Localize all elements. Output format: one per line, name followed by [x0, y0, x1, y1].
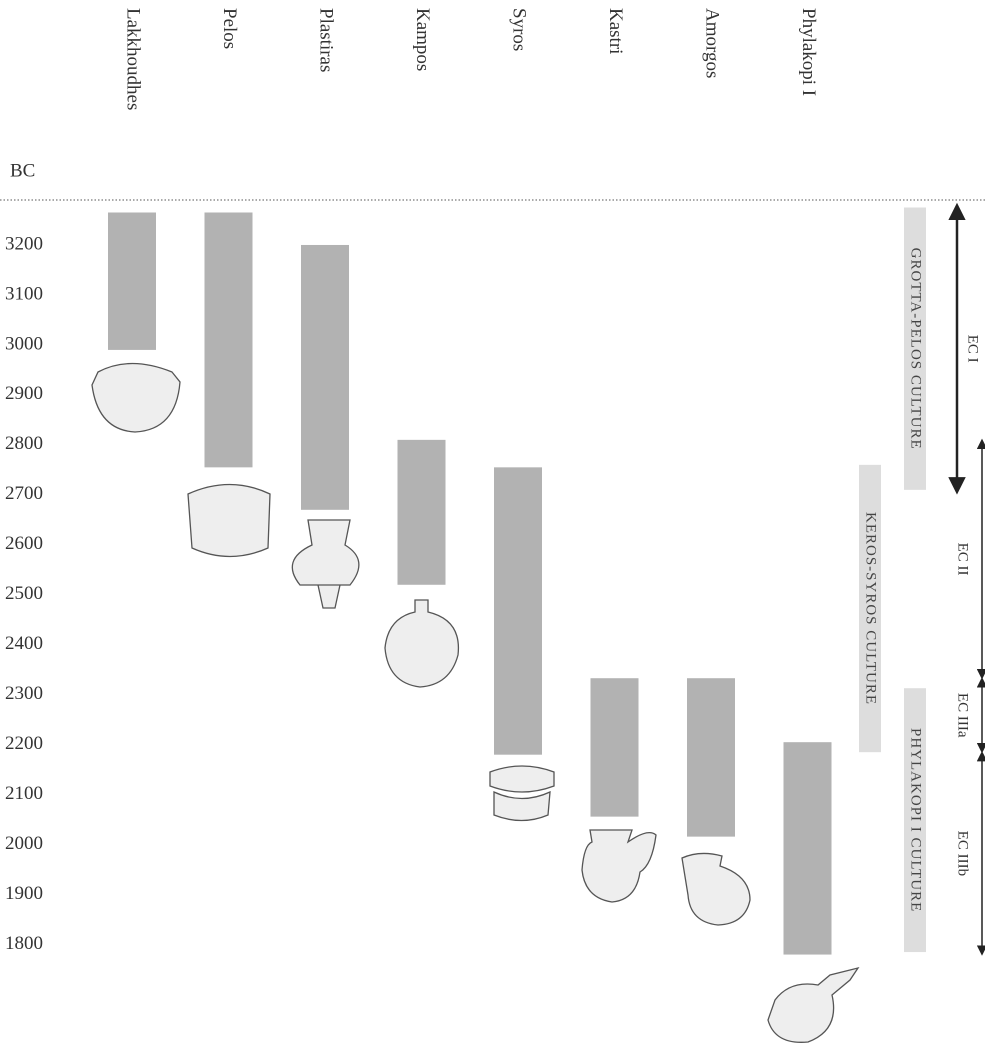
y-tick-label: 1800 [5, 933, 43, 954]
y-tick-label: 2700 [5, 483, 43, 504]
category-label: Kampos [412, 8, 433, 71]
category-label: Kastri [605, 8, 626, 54]
y-tick-label: 3100 [5, 283, 43, 304]
axis-label: BC [10, 160, 35, 181]
range-bar [494, 467, 542, 755]
y-tick-label: 2000 [5, 833, 43, 854]
period-label: EC II [955, 543, 971, 576]
period-label: EC IIIa [955, 693, 971, 738]
y-tick-label: 2100 [5, 783, 43, 804]
period-label: EC I [965, 335, 981, 363]
category-label: Phylakopi I [798, 8, 819, 96]
y-tick-label: 2300 [5, 683, 43, 704]
range-bar [301, 244, 349, 510]
pottery [91, 362, 860, 1043]
y-tick-label: 1900 [5, 883, 43, 904]
y-tick-label: 2600 [5, 533, 43, 554]
y-tick-label: 2800 [5, 433, 43, 454]
range-bar [687, 678, 735, 837]
culture-label: GROTTA-PELOS CULTURE [908, 248, 924, 450]
category-label: Syros [509, 8, 530, 51]
culture-band [904, 207, 926, 490]
y-tick-label: 2200 [5, 733, 43, 754]
culture-band [859, 464, 881, 753]
range-bar [783, 742, 832, 955]
category-label: Lakkhoudhes [123, 8, 144, 110]
y-tick-label: 3200 [5, 233, 43, 254]
category-label: Plastiras [316, 8, 337, 72]
range-bar [590, 678, 639, 817]
culture-label: PHYLAKOPI I CULTURE [908, 728, 924, 912]
y-tick-label: 2400 [5, 633, 43, 654]
category-label: Amorgos [702, 8, 723, 78]
range-bar [108, 212, 156, 350]
culture-band [904, 688, 926, 953]
category-label: Pelos [219, 8, 240, 49]
y-tick-label: 2900 [5, 383, 43, 404]
y-tick-label: 3000 [5, 333, 43, 354]
culture-label: KEROS-SYROS CULTURE [863, 512, 879, 705]
range-bar [204, 212, 253, 468]
range-bar [397, 439, 446, 585]
y-tick-label: 2500 [5, 583, 43, 604]
period-label: EC IIIb [955, 831, 971, 876]
